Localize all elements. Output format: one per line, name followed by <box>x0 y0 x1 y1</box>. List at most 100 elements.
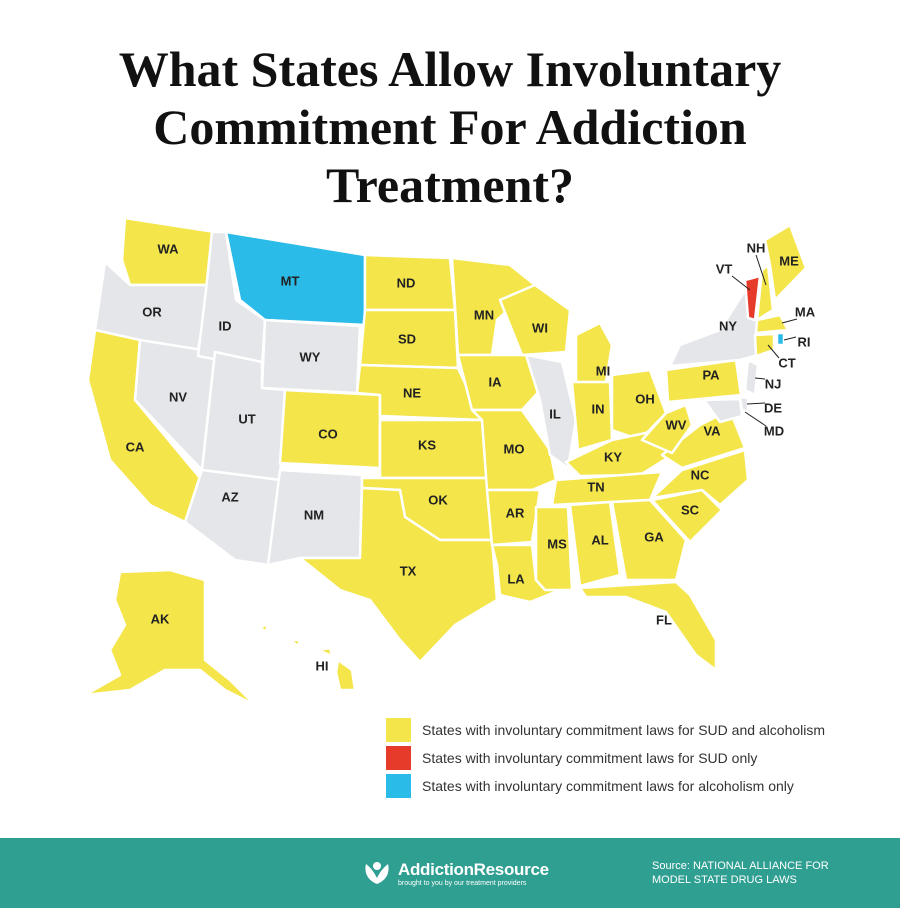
state-label: VA <box>703 423 721 438</box>
state-label: NM <box>304 507 324 522</box>
state-label: PA <box>702 367 720 382</box>
legend-item: States with involuntary commitment laws … <box>386 772 825 800</box>
legend-label: States with involuntary commitment laws … <box>422 750 758 766</box>
state-label: TX <box>400 563 417 578</box>
state <box>485 488 542 547</box>
state-label: NV <box>169 389 187 404</box>
brand: AddictionResource <box>398 860 549 879</box>
state-label: ND <box>397 275 416 290</box>
state-label: WI <box>532 320 548 335</box>
state-label: WA <box>158 241 180 256</box>
state-label: UT <box>238 411 255 426</box>
state-label: IA <box>489 374 503 389</box>
state <box>183 468 282 567</box>
state <box>755 263 775 322</box>
state-label: LA <box>507 571 525 586</box>
state-label: WY <box>300 349 321 364</box>
state-label: SC <box>681 502 700 517</box>
state <box>702 397 744 424</box>
state <box>534 505 574 592</box>
state-label: HI <box>316 658 329 673</box>
state <box>355 363 484 422</box>
state <box>640 403 694 455</box>
state-label: AR <box>506 505 525 520</box>
state-label: IL <box>549 406 561 421</box>
state <box>650 448 750 507</box>
state-label: ME <box>779 253 799 268</box>
state-label: DE <box>764 400 782 415</box>
leader-line <box>746 402 766 405</box>
state-label: NJ <box>765 376 782 391</box>
logo <box>365 862 389 884</box>
state-label: MO <box>504 441 525 456</box>
legend-item: States with involuntary commitment laws … <box>386 744 825 772</box>
state <box>298 486 499 664</box>
state <box>574 321 614 392</box>
state <box>524 353 578 470</box>
map: WA OR CA NV ID MT WY UT AZ CO NM ND SD NE KS OK TX MN IA MO… <box>83 216 816 707</box>
state-label: TN <box>587 479 604 494</box>
tagline: brought to you by our treatment provider… <box>398 880 527 887</box>
legend-swatch <box>386 746 411 770</box>
state-label: MI <box>596 363 610 378</box>
state-label: MN <box>474 307 494 322</box>
state-label: KS <box>418 437 436 452</box>
state-label: MS <box>547 536 567 551</box>
state-label: RI <box>798 334 811 349</box>
leader-line <box>783 336 797 341</box>
state-label: ID <box>219 318 232 333</box>
leader-line <box>744 411 767 427</box>
leader-line <box>781 318 798 324</box>
state-label: VT <box>716 261 733 276</box>
state-label: NC <box>691 467 710 482</box>
state <box>470 408 558 492</box>
state-label: NY <box>719 318 737 333</box>
source: Source: NATIONAL ALLIANCE FOR MODEL STAT… <box>652 860 829 886</box>
state-label: NE <box>403 385 421 400</box>
state <box>258 622 270 634</box>
state <box>754 313 790 335</box>
state <box>753 332 776 358</box>
state <box>763 223 808 302</box>
state <box>743 358 760 397</box>
state-label: AZ <box>221 489 238 504</box>
state-label: GA <box>644 529 664 544</box>
leader-line <box>731 275 751 291</box>
state-label: AK <box>151 611 170 626</box>
state-label: MA <box>795 304 816 319</box>
state-label: OH <box>635 391 655 406</box>
state-label: WV <box>666 417 687 432</box>
state <box>610 498 688 582</box>
footer: AddictionResource brought to you by our … <box>0 838 900 908</box>
state-label: MD <box>764 423 784 438</box>
state <box>568 500 622 588</box>
state <box>775 331 786 347</box>
state-label: KY <box>604 449 622 464</box>
state <box>316 646 334 658</box>
leader-line <box>755 254 767 286</box>
state <box>578 580 718 672</box>
legend-label: States with involuntary commitment laws … <box>422 778 794 794</box>
state-label: NH <box>747 240 766 255</box>
state-label: AL <box>591 532 608 547</box>
leader-line <box>767 344 780 359</box>
state <box>83 568 257 707</box>
state-label: CA <box>126 439 145 454</box>
state-label: IN <box>592 401 605 416</box>
legend: States with involuntary commitment laws … <box>386 716 825 800</box>
legend-swatch <box>386 774 411 798</box>
state-label: CT <box>778 355 795 370</box>
state <box>288 638 302 648</box>
leader-line <box>754 377 766 380</box>
state-label: MT <box>281 273 300 288</box>
state <box>456 353 547 412</box>
legend-item: States with involuntary commitment laws … <box>386 716 825 744</box>
state <box>498 283 572 357</box>
state-label: OR <box>142 304 162 319</box>
state-label: CO <box>318 426 338 441</box>
state <box>334 658 357 692</box>
state <box>743 274 762 322</box>
legend-label: States with involuntary commitment laws … <box>422 722 826 738</box>
state-label: SD <box>398 331 416 346</box>
